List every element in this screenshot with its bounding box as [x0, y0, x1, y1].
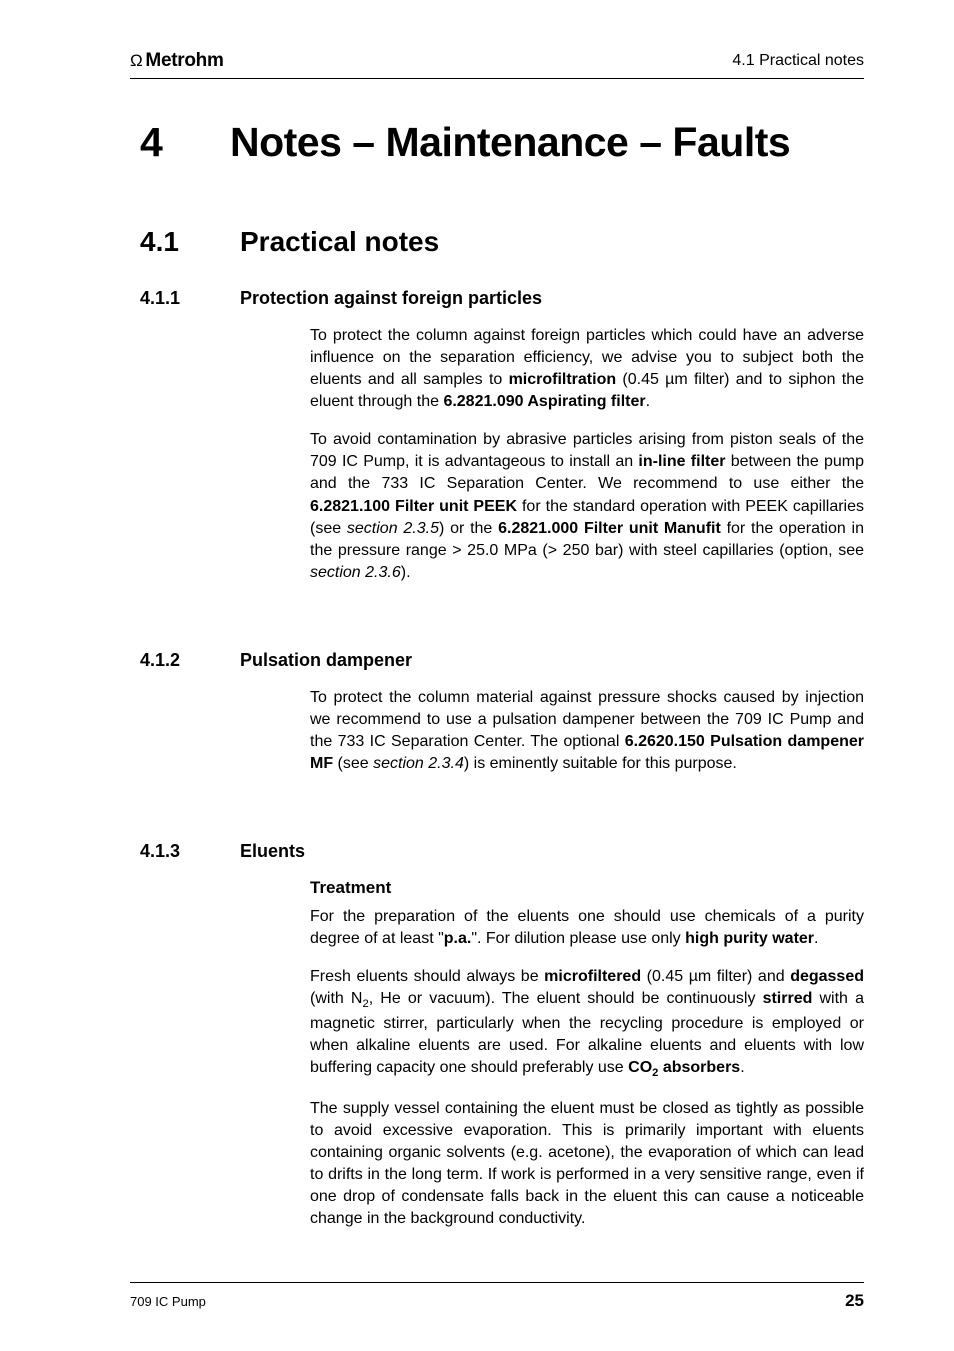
paragraph: For the preparation of the eluents one s… [310, 906, 864, 950]
footer-doc-title: 709 IC Pump [130, 1294, 206, 1309]
subsection-heading: 4.1.3Eluents [140, 841, 864, 862]
paragraph: To protect the column against foreign pa… [310, 325, 864, 413]
brand-logo: ΩMetrohm [130, 50, 224, 72]
paragraph: The supply vessel containing the eluent … [310, 1098, 864, 1230]
logo-omega-icon: Ω [130, 51, 142, 71]
paragraph: To protect the column material against p… [310, 687, 864, 775]
paragraph: To avoid contamination by abrasive parti… [310, 429, 864, 584]
section-number: 4.1 [140, 226, 240, 258]
header-section-ref: 4.1 Practical notes [732, 52, 864, 70]
subsection-number: 4.1.3 [140, 841, 240, 862]
subsection-title: Eluents [240, 841, 305, 861]
sub-subheading: Treatment [310, 878, 864, 898]
subsection-title: Pulsation dampener [240, 650, 412, 670]
subsection-number: 4.1.2 [140, 650, 240, 671]
page-footer: 709 IC Pump 25 [130, 1282, 864, 1311]
chapter-heading: 4Notes – Maintenance – Faults [140, 119, 864, 166]
logo-text: Metrohm [145, 50, 223, 72]
subsection-heading: 4.1.1Protection against foreign particle… [140, 288, 864, 309]
subsection-number: 4.1.1 [140, 288, 240, 309]
page-number: 25 [845, 1291, 864, 1311]
section-title: Practical notes [240, 226, 439, 257]
paragraph: Fresh eluents should always be microfilt… [310, 966, 864, 1082]
subsection-heading: 4.1.2Pulsation dampener [140, 650, 864, 671]
page-header: ΩMetrohm 4.1 Practical notes [130, 50, 864, 79]
chapter-number: 4 [140, 119, 230, 166]
section-heading: 4.1Practical notes [140, 226, 864, 258]
chapter-title: Notes – Maintenance – Faults [230, 119, 790, 165]
subsection-title: Protection against foreign particles [240, 288, 542, 308]
